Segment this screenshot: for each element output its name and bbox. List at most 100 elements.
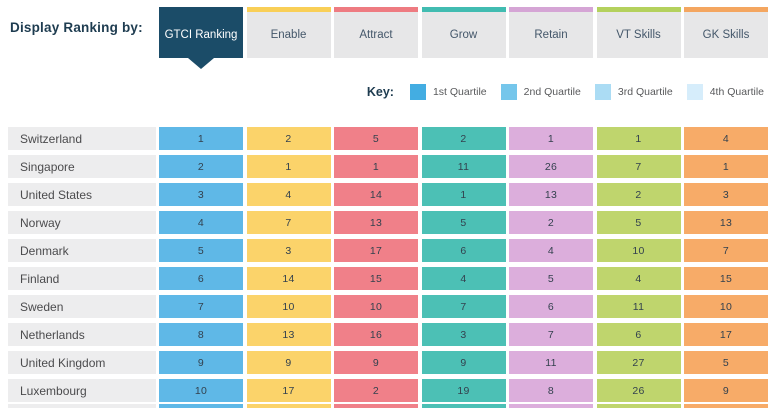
tab-body: Attract — [334, 12, 418, 58]
rank-cell: 13 — [246, 323, 331, 346]
tab-label: Grow — [449, 29, 478, 41]
rank-cell: 26 — [509, 155, 593, 178]
rank-cell — [334, 404, 418, 408]
table-row: Norway 4 7 13 5 2 5 13 — [8, 211, 768, 234]
tab-gtci-ranking[interactable]: GTCI Ranking — [159, 7, 243, 58]
quartile-legend: Key: 1st Quartile 2nd Quartile 3rd Quartil… — [367, 84, 764, 100]
rank-cell: 14 — [334, 183, 418, 206]
tab-body: GK Skills — [684, 12, 768, 58]
quartile-label: 1st Quartile — [432, 86, 487, 98]
tab-body: Retain — [509, 12, 593, 58]
rank-cell: 11 — [421, 155, 506, 178]
rank-cell: 7 — [159, 295, 243, 318]
rank-cell: 1 — [684, 155, 768, 178]
quartile-swatch — [500, 84, 517, 100]
ranking-table: Switzerland 1 2 5 2 1 1 4 Singapore 2 1 1 11 26 7 1 Unit… — [8, 127, 768, 408]
table-row: Singapore 2 1 1 11 26 7 1 — [8, 155, 768, 178]
rank-cell — [246, 404, 331, 408]
rank-cell: 1 — [596, 127, 681, 150]
rank-cell: 7 — [684, 239, 768, 262]
tab-color-bar — [684, 7, 768, 12]
rank-cell: 14 — [246, 267, 331, 290]
country-cell: Denmark — [8, 239, 156, 262]
legend-item-4th-quartile: 4th Quartile — [686, 84, 764, 100]
rank-cell: 17 — [684, 323, 768, 346]
country-cell: United States — [8, 183, 156, 206]
table-row: United Kingdom 9 9 9 9 11 27 5 — [8, 351, 768, 374]
rank-cell: 5 — [684, 351, 768, 374]
rank-cell: 3 — [421, 323, 506, 346]
table-row: United States 3 4 14 1 13 2 3 — [8, 183, 768, 206]
rank-cell: 4 — [421, 267, 506, 290]
rank-cell: 1 — [246, 155, 331, 178]
tab-body: VT Skills — [596, 12, 681, 58]
tab-attract[interactable]: Attract — [334, 7, 418, 58]
tab-label: Enable — [270, 29, 307, 41]
quartile-label: 2nd Quartile — [523, 86, 581, 98]
rank-cell — [684, 404, 768, 408]
rank-cell: 4 — [246, 183, 331, 206]
tab-grow[interactable]: Grow — [421, 7, 506, 58]
rank-cell — [159, 404, 243, 408]
rank-cell: 5 — [334, 127, 418, 150]
rank-cell: 10 — [246, 295, 331, 318]
rank-cell: 2 — [509, 211, 593, 234]
table-row: Luxembourg 10 17 2 19 8 26 9 — [8, 379, 768, 402]
rank-cell: 3 — [684, 183, 768, 206]
country-cell — [8, 404, 156, 408]
tab-body: Grow — [421, 12, 506, 58]
table-row: Netherlands 8 13 16 3 7 6 17 — [8, 323, 768, 346]
rank-cell: 15 — [684, 267, 768, 290]
rank-cell: 10 — [159, 379, 243, 402]
rank-cell: 13 — [509, 183, 593, 206]
rank-cell: 9 — [684, 379, 768, 402]
rank-cell: 4 — [509, 239, 593, 262]
rank-cell: 11 — [596, 295, 681, 318]
quartile-swatch — [686, 84, 703, 100]
tab-label: Attract — [359, 29, 393, 41]
legend-title: Key: — [366, 85, 394, 99]
rank-cell: 5 — [159, 239, 243, 262]
rank-cell: 26 — [596, 379, 681, 402]
rank-cell: 17 — [334, 239, 418, 262]
rank-cell: 8 — [159, 323, 243, 346]
rank-cell: 13 — [684, 211, 768, 234]
quartile-swatch — [594, 84, 611, 100]
quartile-label: 4th Quartile — [709, 86, 764, 98]
rank-cell: 8 — [509, 379, 593, 402]
rank-cell: 1 — [159, 127, 243, 150]
tab-retain[interactable]: Retain — [509, 7, 593, 58]
tab-label: VT Skills — [616, 29, 661, 41]
rank-cell: 6 — [596, 323, 681, 346]
rank-cell: 7 — [596, 155, 681, 178]
tab-vt-skills[interactable]: VT Skills — [596, 7, 681, 58]
rank-cell: 19 — [421, 379, 506, 402]
tab-enable[interactable]: Enable — [246, 7, 331, 58]
tab-label: GK Skills — [702, 29, 750, 41]
rank-cell: 1 — [421, 183, 506, 206]
country-cell: Singapore — [8, 155, 156, 178]
rank-cell: 27 — [596, 351, 681, 374]
rank-cell: 5 — [421, 211, 506, 234]
tab-label: Retain — [534, 29, 568, 41]
rank-cell: 2 — [246, 127, 331, 150]
table-row: Switzerland 1 2 5 2 1 1 4 — [8, 127, 768, 150]
tab-color-bar — [596, 7, 681, 12]
tab-gk-skills[interactable]: GK Skills — [684, 7, 768, 58]
rank-cell: 2 — [596, 183, 681, 206]
tab-color-bar — [509, 7, 593, 12]
tab-color-bar — [334, 7, 418, 12]
rank-cell: 5 — [509, 267, 593, 290]
rank-cell: 10 — [596, 239, 681, 262]
rank-cell: 13 — [334, 211, 418, 234]
legend-item-1st-quartile: 1st Quartile — [409, 84, 487, 100]
rank-cell: 6 — [421, 239, 506, 262]
rank-cell: 9 — [421, 351, 506, 374]
country-cell: Netherlands — [8, 323, 156, 346]
tab-bar: GTCI Ranking Enable Attract Grow Retain VT Sk… — [159, 7, 768, 58]
rank-cell: 16 — [334, 323, 418, 346]
quartile-swatch — [409, 84, 426, 100]
country-cell: Norway — [8, 211, 156, 234]
table-row: Finland 6 14 15 4 5 4 15 — [8, 267, 768, 290]
